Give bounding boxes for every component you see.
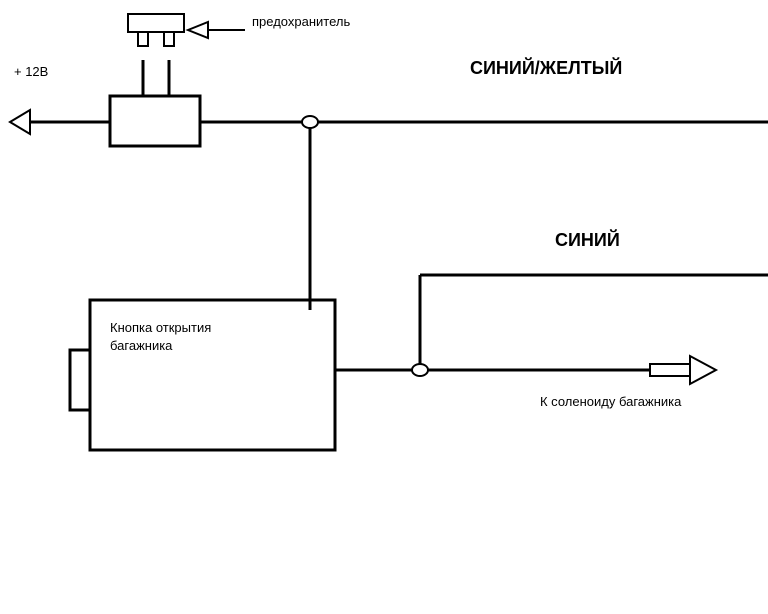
trunk-button-label-2: багажника bbox=[110, 338, 172, 353]
v12-label: + 12В bbox=[14, 64, 48, 79]
arrow-solenoid-icon bbox=[650, 356, 716, 384]
trunk-button-label-1: Кнопка открытия bbox=[110, 320, 211, 335]
junction-top bbox=[302, 116, 318, 128]
solenoid-label: К соленоиду багажника bbox=[540, 394, 681, 409]
blue-label: СИНИЙ bbox=[555, 230, 620, 251]
fuse-label: предохранитель bbox=[252, 14, 350, 29]
fuse-component bbox=[128, 14, 184, 46]
blue-yellow-label: СИНИЙ/ЖЕЛТЫЙ bbox=[470, 58, 622, 79]
junction-bottom bbox=[412, 364, 428, 376]
wiring-diagram: предохранитель + 12В СИНИЙ/ЖЕЛТЫЙ СИНИЙ … bbox=[0, 0, 768, 614]
diagram-svg bbox=[0, 0, 768, 614]
arrow-12v-icon bbox=[10, 110, 30, 134]
relay-box bbox=[110, 96, 200, 146]
fuse-arrow-icon bbox=[188, 22, 245, 38]
